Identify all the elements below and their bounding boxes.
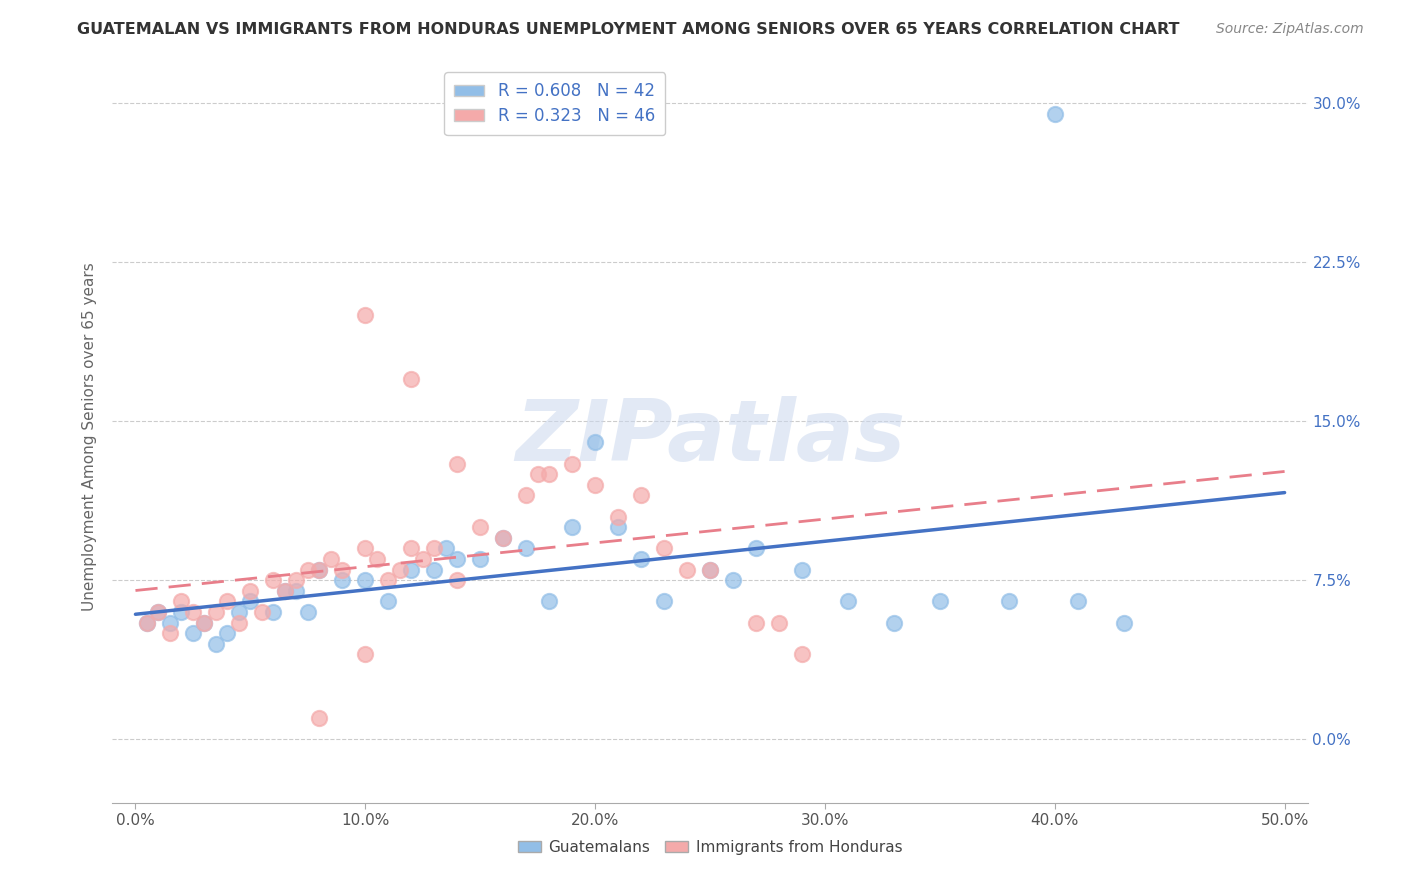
Point [470, 552, 492, 566]
Point [470, 520, 492, 534]
Point [354, 541, 377, 556]
Point [297, 605, 319, 619]
Point [883, 615, 905, 630]
Point [159, 626, 181, 640]
Point [377, 594, 399, 608]
Point [928, 594, 950, 608]
Point [515, 541, 537, 556]
Point [790, 648, 813, 662]
Point [434, 541, 457, 556]
Point [181, 626, 204, 640]
Point [354, 573, 377, 587]
Point [274, 583, 297, 598]
Point [181, 605, 204, 619]
Point [446, 552, 468, 566]
Point [285, 573, 308, 587]
Point [148, 605, 170, 619]
Point [239, 583, 262, 598]
Point [699, 563, 721, 577]
Point [308, 711, 330, 725]
Point [193, 615, 215, 630]
Point [699, 563, 721, 577]
Point [607, 520, 630, 534]
Point [401, 541, 423, 556]
Point [136, 615, 159, 630]
Point [148, 605, 170, 619]
Point [228, 605, 250, 619]
Point [228, 615, 250, 630]
Point [721, 573, 744, 587]
Text: Source: ZipAtlas.com: Source: ZipAtlas.com [1216, 22, 1364, 37]
Point [745, 615, 768, 630]
Point [297, 563, 319, 577]
Point [330, 573, 353, 587]
Point [998, 594, 1021, 608]
Point [492, 531, 515, 545]
Point [319, 552, 342, 566]
Point [193, 615, 215, 630]
Text: GUATEMALAN VS IMMIGRANTS FROM HONDURAS UNEMPLOYMENT AMONG SENIORS OVER 65 YEARS : GUATEMALAN VS IMMIGRANTS FROM HONDURAS U… [77, 22, 1180, 37]
Point [837, 594, 859, 608]
Point [745, 541, 768, 556]
Text: ZIPatlas: ZIPatlas [515, 395, 905, 479]
Point [526, 467, 548, 482]
Point [308, 563, 330, 577]
Point [330, 563, 353, 577]
Point [401, 372, 423, 386]
Point [377, 573, 399, 587]
Point [561, 457, 583, 471]
Point [630, 488, 652, 502]
Point [1067, 594, 1090, 608]
Point [217, 626, 239, 640]
Point [446, 457, 468, 471]
Legend: Guatemalans, Immigrants from Honduras: Guatemalans, Immigrants from Honduras [512, 834, 908, 861]
Point [354, 648, 377, 662]
Point [607, 509, 630, 524]
Point [262, 605, 284, 619]
Point [205, 637, 228, 651]
Point [515, 488, 537, 502]
Point [159, 615, 181, 630]
Point [538, 594, 561, 608]
Point [1112, 615, 1135, 630]
Point [676, 563, 699, 577]
Point [652, 541, 675, 556]
Point [423, 563, 446, 577]
Point [583, 477, 606, 491]
Point [170, 605, 193, 619]
Point [136, 615, 159, 630]
Point [354, 308, 377, 322]
Point [250, 605, 273, 619]
Point [768, 615, 790, 630]
Point [412, 552, 434, 566]
Point [790, 563, 813, 577]
Point [630, 552, 652, 566]
Point [285, 583, 308, 598]
Point [446, 573, 468, 587]
Point [308, 563, 330, 577]
Point [561, 520, 583, 534]
Point [170, 594, 193, 608]
Point [274, 583, 297, 598]
Point [388, 563, 411, 577]
Point [423, 541, 446, 556]
Point [652, 594, 675, 608]
Point [492, 531, 515, 545]
Point [217, 594, 239, 608]
Point [1043, 107, 1066, 121]
Point [538, 467, 561, 482]
Point [262, 573, 284, 587]
Point [366, 552, 388, 566]
Point [583, 435, 606, 450]
Y-axis label: Unemployment Among Seniors over 65 years: Unemployment Among Seniors over 65 years [82, 263, 97, 611]
Point [239, 594, 262, 608]
Point [205, 605, 228, 619]
Point [401, 563, 423, 577]
